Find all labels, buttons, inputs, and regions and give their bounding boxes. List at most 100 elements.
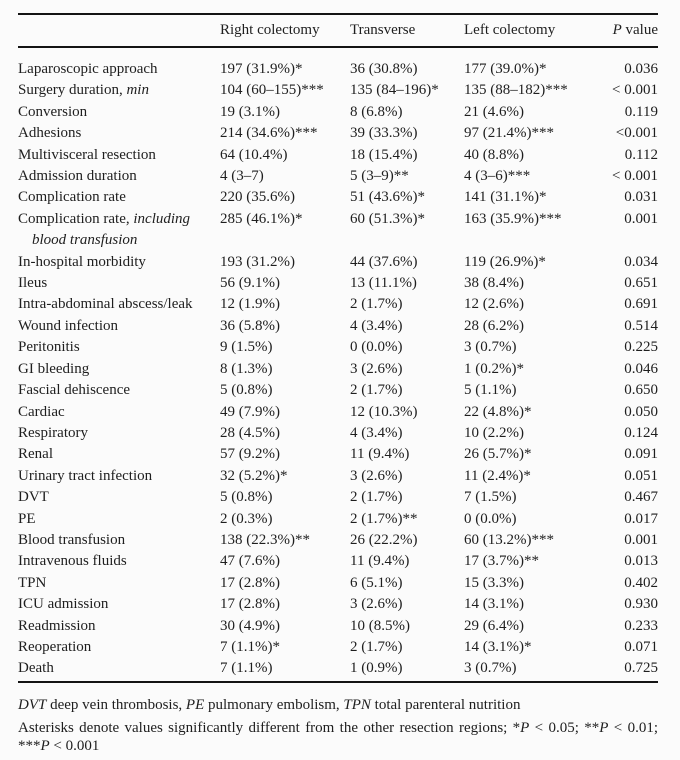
row-label: ICU admission — [18, 596, 109, 613]
cell-transverse: 5 (3–9)** — [350, 168, 409, 185]
cell-right-colectomy: 104 (60–155)*** — [220, 82, 324, 99]
table-row: Urinary tract infection 32 (5.2%)* 3 (2.6%… — [18, 466, 658, 487]
cell-p-value: 0.691 — [624, 296, 658, 313]
cell-left-colectomy: 135 (88–182)*** — [464, 82, 568, 99]
cell-left-colectomy: 15 (3.3%) — [464, 574, 524, 591]
cell-right-colectomy: 193 (31.2%) — [220, 253, 295, 270]
table-row: Complication rate 220 (35.6%) 51 (43.6%)* 1… — [18, 187, 658, 208]
cell-right-colectomy: 4 (3–7) — [220, 168, 264, 185]
cell-left-colectomy: 28 (6.2%) — [464, 317, 524, 334]
cell-right-colectomy: 17 (2.8%) — [220, 596, 280, 613]
cell-right-colectomy: 214 (34.6%)*** — [220, 125, 318, 142]
cell-transverse: 26 (22.2%) — [350, 531, 418, 548]
row-label: DVT — [18, 489, 49, 506]
cell-left-colectomy: 141 (31.1%)* — [464, 189, 547, 206]
cell-right-colectomy: 5 (0.8%) — [220, 489, 273, 506]
row-label: Multivisceral resection — [18, 146, 156, 163]
row-label: Laparoscopic approach — [18, 61, 158, 77]
footnote-abbreviations: DVT deep vein thrombosis, PE pulmonary e… — [18, 696, 521, 713]
row-label: Blood transfusion — [18, 531, 126, 548]
cell-transverse: 2 (1.7%)** — [350, 510, 418, 527]
cell-p-value: 0.402 — [624, 574, 658, 591]
table-row: Complication rate, including blood transf… — [18, 209, 658, 252]
table-row: Wound infection 36 (5.8%) 4 (3.4%) 28 (6.2%… — [18, 316, 658, 337]
row-label: Respiratory — [18, 424, 88, 441]
table-row: Blood transfusion 138 (22.3%)** 26 (22.2%)… — [18, 530, 658, 551]
cell-left-colectomy: 14 (3.1%) — [464, 596, 524, 613]
cell-left-colectomy: 14 (3.1%)* — [464, 638, 532, 655]
cell-left-colectomy: 38 (8.4%) — [464, 275, 524, 292]
cell-transverse: 3 (2.6%) — [350, 596, 403, 613]
cell-right-colectomy: 7 (1.1%) — [220, 660, 273, 677]
cell-right-colectomy: 28 (4.5%) — [220, 424, 280, 441]
cell-transverse: 135 (84–196)* — [350, 82, 439, 99]
cell-transverse: 4 (3.4%) — [350, 317, 403, 334]
cell-transverse: 6 (5.1%) — [350, 574, 403, 591]
row-label: Cardiac — [18, 403, 65, 420]
cell-p-value: 0.225 — [624, 339, 658, 356]
cell-left-colectomy: 119 (26.9%)* — [464, 253, 546, 270]
table-row: Renal 57 (9.2%) 11 (9.4%) 26 (5.7%)* 0.091 — [18, 444, 658, 465]
cell-transverse: 13 (11.1%) — [350, 275, 417, 292]
cell-right-colectomy: 19 (3.1%) — [220, 103, 280, 120]
cell-transverse: 3 (2.6%) — [350, 467, 403, 484]
table-row: GI bleeding 8 (1.3%) 3 (2.6%) 1 (0.2%)* 0.04… — [18, 359, 658, 380]
cell-left-colectomy: 163 (35.9%)*** — [464, 210, 562, 227]
row-label: Complication rate, including blood transf… — [18, 210, 191, 249]
cell-p-value: 0.091 — [624, 446, 658, 463]
cell-left-colectomy: 0 (0.0%) — [464, 510, 517, 527]
table-row: Intra-abdominal abscess/leak 12 (1.9%) 2 (… — [18, 294, 658, 315]
cell-p-value: 0.036 — [624, 61, 658, 77]
cell-right-colectomy: 32 (5.2%)* — [220, 467, 288, 484]
cell-left-colectomy: 40 (8.8%) — [464, 146, 524, 163]
cell-transverse: 51 (43.6%)* — [350, 189, 425, 206]
cell-right-colectomy: 57 (9.2%) — [220, 446, 280, 463]
cell-p-value: 0.031 — [624, 189, 658, 206]
cell-right-colectomy: 49 (7.9%) — [220, 403, 280, 420]
cell-left-colectomy: 10 (2.2%) — [464, 424, 524, 441]
cell-transverse: 12 (10.3%) — [350, 403, 418, 420]
row-label: Wound infection — [18, 317, 119, 334]
header-row: Right colectomy Transverse Left colectom… — [18, 14, 658, 48]
row-label: Ileus — [18, 275, 48, 292]
cell-p-value: 0.467 — [624, 489, 658, 506]
cell-left-colectomy: 97 (21.4%)*** — [464, 125, 554, 142]
cell-p-value: 0.001 — [624, 210, 658, 227]
cell-right-colectomy: 2 (0.3%) — [220, 510, 273, 527]
row-label: Surgery duration, min — [18, 82, 149, 99]
table-row: Multivisceral resection 64 (10.4%) 18 (15.… — [18, 145, 658, 166]
cell-right-colectomy: 197 (31.9%)* — [220, 61, 303, 77]
cell-p-value: 0.034 — [624, 253, 658, 270]
cell-left-colectomy: 29 (6.4%) — [464, 617, 524, 634]
cell-p-value: 0.233 — [624, 617, 658, 634]
row-label: Admission duration — [18, 168, 137, 185]
row-label: Urinary tract infection — [18, 467, 153, 484]
cell-right-colectomy: 12 (1.9%) — [220, 296, 280, 313]
row-label: Complication rate — [18, 189, 126, 206]
row-label: Readmission — [18, 617, 96, 634]
footnote-significance: Asterisks denote values significantly di… — [18, 719, 658, 754]
cell-p-value: 0.514 — [624, 317, 658, 334]
table-body: Laparoscopic approach 197 (31.9%)* 36 (30.… — [18, 47, 658, 682]
table-row: Peritonitis 9 (1.5%) 0 (0.0%) 3 (0.7%) 0.225 — [18, 337, 658, 358]
cell-left-colectomy: 12 (2.6%) — [464, 296, 524, 313]
table-row: DVT 5 (0.8%) 2 (1.7%) 7 (1.5%) 0.467 — [18, 487, 658, 508]
row-label: Conversion — [18, 103, 88, 120]
row-label: Reoperation — [18, 638, 92, 655]
table-row: Intravenous fluids 47 (7.6%) 11 (9.4%) 17 (… — [18, 551, 658, 572]
cell-right-colectomy: 47 (7.6%) — [220, 553, 280, 570]
cell-left-colectomy: 4 (3–6)*** — [464, 168, 531, 185]
table-row: Admission duration 4 (3–7) 5 (3–9)** 4 (3–6… — [18, 166, 658, 187]
cell-p-value: 0.112 — [624, 146, 658, 163]
table-row: Surgery duration, min 104 (60–155)*** 135 … — [18, 80, 658, 101]
cell-p-value: 0.930 — [624, 596, 658, 613]
cell-transverse: 8 (6.8%) — [350, 103, 403, 120]
table-footnotes: DVT deep vein thrombosis, PE pulmonary e… — [18, 695, 658, 755]
row-label: Peritonitis — [18, 339, 80, 356]
cell-p-value: 0.001 — [624, 531, 658, 548]
cell-right-colectomy: 8 (1.3%) — [220, 360, 273, 377]
table-row: Reoperation 7 (1.1%)* 2 (1.7%) 14 (3.1%)* 0.… — [18, 637, 658, 658]
cell-right-colectomy: 36 (5.8%) — [220, 317, 280, 334]
cell-transverse: 36 (30.8%) — [350, 61, 418, 77]
